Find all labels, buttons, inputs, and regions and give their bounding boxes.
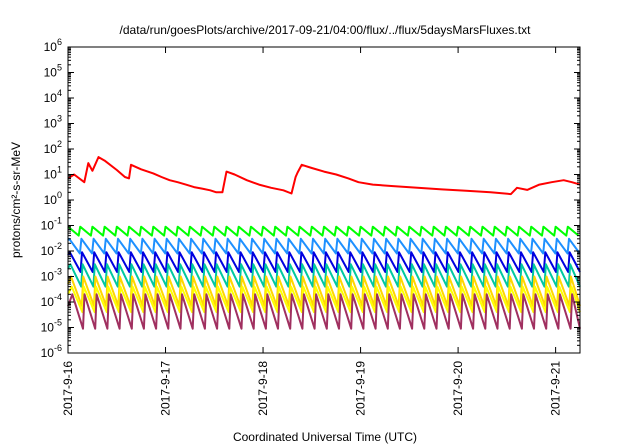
- series-layer: [67, 156, 581, 330]
- x-tick-label: 2017-9-18: [256, 361, 270, 416]
- x-tick-label: 2017-9-17: [159, 361, 173, 416]
- y-tick-label: 10-2: [41, 241, 62, 258]
- x-tick-label: 2017-9-21: [549, 361, 563, 416]
- series-line-0: [67, 156, 581, 196]
- series-line-6: [67, 285, 581, 314]
- y-tick-label: 10-3: [41, 267, 62, 284]
- series-line-3: [67, 251, 581, 273]
- y-tick-label: 10-1: [41, 216, 62, 233]
- x-tick-label: 2017-9-20: [451, 361, 465, 416]
- series-line-2: [67, 237, 581, 255]
- series-line-4: [67, 263, 581, 288]
- y-axis-ticks: 10-6 10-5 10-4 10-3 10-2 10-1 100 101 102 103 104 1…: [41, 37, 580, 360]
- x-tick-label: 2017-9-19: [354, 361, 368, 416]
- y-tick-label: 103: [44, 114, 62, 131]
- y-tick-label: 106: [44, 37, 62, 54]
- y-tick-label: 104: [44, 88, 62, 105]
- y-tick-label: 102: [44, 139, 62, 156]
- x-axis-label: Coordinated Universal Time (UTC): [233, 430, 417, 444]
- y-tick-label: 10-6: [41, 343, 62, 360]
- chart-title: /data/run/goesPlots/archive/2017-09-21/0…: [120, 23, 532, 37]
- series-line-7: [67, 293, 581, 330]
- y-axis-label: protons/cm²-s-sr-MeV: [9, 142, 23, 258]
- x-axis-ticks: 2017-9-16 2017-9-17 2017-9-18 2017-9-19 2017…: [61, 47, 563, 416]
- y-tick-label: 10-4: [41, 292, 62, 309]
- y-tick-label: 100: [44, 190, 62, 207]
- x-tick-label: 2017-9-16: [61, 361, 75, 416]
- y-tick-label: 105: [44, 63, 62, 80]
- series-line-1: [67, 225, 580, 237]
- y-tick-label: 10-5: [41, 318, 62, 335]
- y-tick-label: 101: [44, 165, 62, 182]
